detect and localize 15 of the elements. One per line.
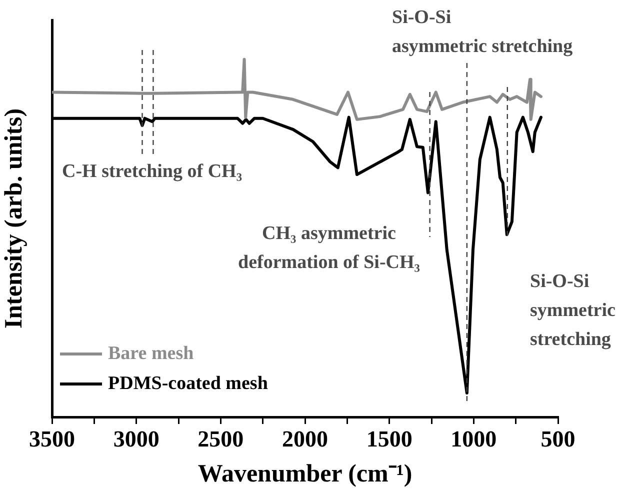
x-axis-title: Wavenumber (cm⁻¹) [198, 460, 412, 488]
legend-label: Bare mesh [108, 342, 194, 364]
annotation: CH₃ asymmetric deformation of Si-CH₃ [238, 222, 420, 273]
legend-label: PDMS-coated mesh [108, 372, 268, 394]
text: Si-O-Si asymmetric stretching [392, 6, 574, 57]
x-tick-label: 2000 [282, 426, 328, 452]
x-tick-label: 3500 [29, 426, 75, 452]
x-tick-label: 1500 [366, 426, 412, 452]
x-tick-label: 3000 [113, 426, 160, 452]
y-axis-title: Intensity (arb. units) [0, 108, 28, 329]
annotation: C-H stretching of CH₃ [62, 160, 242, 182]
x-tick-label: 500 [540, 426, 576, 452]
x-tick-label: 1000 [450, 426, 497, 452]
x-tick-label: 2500 [198, 426, 244, 452]
annotation: Si-O-Si symmetric stretching [530, 270, 616, 350]
